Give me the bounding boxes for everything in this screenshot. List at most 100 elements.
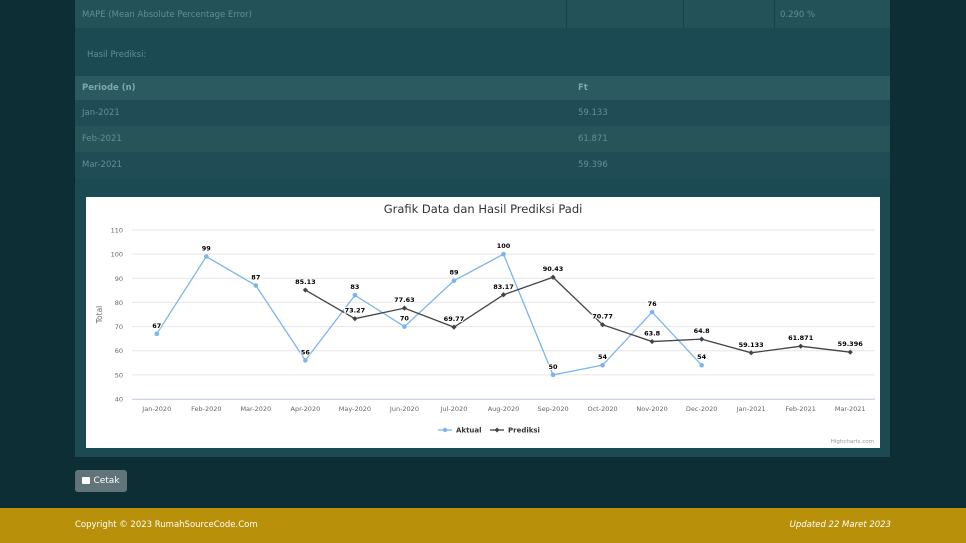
data-label: 59.396 xyxy=(838,340,864,348)
data-point-aktual xyxy=(600,362,605,368)
data-label: 63.8 xyxy=(644,330,661,338)
data-label: 77.63 xyxy=(394,296,415,304)
x-tick-label: Jan-2021 xyxy=(736,405,766,413)
mape-row: MAPE (Mean Absolute Percentage Error) 0.… xyxy=(75,0,890,28)
y-axis-title: Total xyxy=(95,306,104,325)
y-tick-label: 80 xyxy=(115,299,123,307)
table-caption: Hasil Prediksi: xyxy=(87,50,147,60)
data-label: 70 xyxy=(400,315,410,323)
data-point-aktual xyxy=(550,372,556,378)
x-tick-label: Sep-2020 xyxy=(537,405,568,413)
data-point-aktual xyxy=(649,309,655,315)
data-point-aktual xyxy=(699,362,704,368)
legend-marker xyxy=(494,427,500,433)
data-label: 59.133 xyxy=(739,341,764,349)
data-label: 90.43 xyxy=(543,265,564,273)
data-point-prediksi xyxy=(699,336,705,342)
table-divider xyxy=(566,0,567,28)
x-tick-label: Feb-2021 xyxy=(785,405,815,413)
data-label: 83.17 xyxy=(493,283,514,291)
data-label: 70.77 xyxy=(592,313,613,321)
data-label: 56 xyxy=(301,348,311,356)
data-point-aktual xyxy=(501,251,506,257)
y-tick-label: 100 xyxy=(111,251,123,259)
y-tick-label: 90 xyxy=(115,275,123,283)
print-label: Cetak xyxy=(93,476,120,486)
data-label: 89 xyxy=(449,269,459,277)
ft-cell: 61.871 xyxy=(578,134,608,144)
data-label: 50 xyxy=(549,363,559,371)
x-tick-label: Apr-2020 xyxy=(291,405,321,413)
x-tick-label: May-2020 xyxy=(339,405,371,413)
ft-cell: 59.133 xyxy=(578,108,608,118)
data-point-aktual xyxy=(352,292,358,298)
data-label: 99 xyxy=(202,245,212,253)
line-chart: Grafik Data dan Hasil Prediksi Padi 40 50 6… xyxy=(95,202,875,435)
data-point-prediksi xyxy=(451,324,457,330)
series-line-prediksi xyxy=(305,276,851,354)
printer-icon xyxy=(82,477,91,484)
table-row: Mar-2021 59.396 xyxy=(75,152,890,178)
data-point-aktual xyxy=(303,358,308,363)
periode-cell: Feb-2021 xyxy=(82,134,122,144)
x-tick-label: Feb-2020 xyxy=(191,405,221,413)
mape-label: MAPE (Mean Absolute Percentage Error) xyxy=(82,10,252,20)
data-label: 100 xyxy=(497,242,511,250)
data-point-aktual xyxy=(402,324,407,329)
chart-container: Grafik Data dan Hasil Prediksi Padi 40 50 6… xyxy=(86,197,880,448)
print-button[interactable]: Cetak xyxy=(75,470,127,492)
data-label: 54 xyxy=(598,353,608,361)
data-label: 83 xyxy=(350,283,359,291)
x-tick-label: Jun-2020 xyxy=(389,405,419,413)
data-label: 85.13 xyxy=(295,278,316,286)
data-point-prediksi xyxy=(401,305,408,311)
data-label: 69.77 xyxy=(444,315,465,323)
x-tick-label: Mar-2020 xyxy=(240,405,271,413)
header-ft: Ft xyxy=(578,83,588,93)
data-point-prediksi xyxy=(550,274,556,280)
chart-title: Grafik Data dan Hasil Prediksi Padi xyxy=(384,202,583,216)
table-header: Periode (n) Ft xyxy=(75,76,890,100)
mape-value: 0.290 % xyxy=(780,10,816,20)
copyright-text: Copyright © 2023 RumahSourceCode.Com xyxy=(75,520,258,530)
data-label: 73.27 xyxy=(345,307,366,315)
data-label: 61.871 xyxy=(788,334,814,342)
data-point-prediksi xyxy=(352,316,358,322)
data-point-aktual xyxy=(204,254,209,259)
data-point-aktual xyxy=(451,278,457,283)
data-point-prediksi xyxy=(302,287,308,293)
data-label: 87 xyxy=(251,274,260,282)
y-tick-label: 50 xyxy=(115,371,123,379)
y-tick-label: 40 xyxy=(115,396,123,404)
periode-cell: Jan-2021 xyxy=(82,108,120,118)
chart-credit[interactable]: Highcharts.com xyxy=(830,439,874,445)
x-tick-label: Oct-2020 xyxy=(587,405,617,413)
data-point-aktual xyxy=(253,283,259,288)
x-tick-label: Mar-2021 xyxy=(835,405,866,413)
data-label: 64.8 xyxy=(694,327,711,335)
y-tick-label: 70 xyxy=(115,323,123,331)
series-line-aktual xyxy=(156,253,703,376)
x-tick-label: Jul-2020 xyxy=(440,405,468,413)
legend-item-label: Aktual xyxy=(456,427,482,435)
data-label: 67 xyxy=(152,322,161,330)
header-periode: Periode (n) xyxy=(82,83,136,93)
table-row: Feb-2021 61.871 xyxy=(75,126,890,152)
data-point-prediksi xyxy=(798,343,804,349)
data-label: 54 xyxy=(697,353,707,361)
legend-marker xyxy=(442,427,448,433)
table-divider xyxy=(683,0,684,28)
x-tick-label: Aug-2020 xyxy=(488,405,520,413)
updated-text: Updated 22 Maret 2023 xyxy=(789,520,891,530)
data-label: 76 xyxy=(648,300,658,308)
x-tick-label: Jan-2020 xyxy=(141,405,171,413)
y-tick-label: 60 xyxy=(115,347,123,355)
footer: Copyright © 2023 RumahSourceCode.Com Upd… xyxy=(0,508,966,543)
data-point-aktual xyxy=(154,331,160,337)
legend-item-label: Prediksi xyxy=(508,427,540,435)
data-point-prediksi xyxy=(500,292,507,298)
x-tick-label: Nov-2020 xyxy=(636,405,667,413)
table-divider xyxy=(774,0,775,28)
periode-cell: Mar-2021 xyxy=(82,160,123,170)
y-tick-label: 110 xyxy=(111,227,123,235)
